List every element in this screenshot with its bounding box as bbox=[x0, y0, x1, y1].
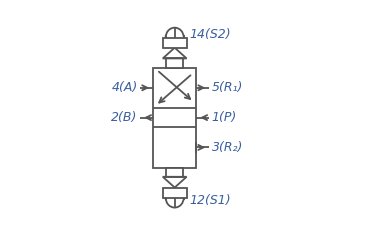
Text: 4(A): 4(A) bbox=[112, 81, 138, 94]
Bar bbox=[166, 58, 183, 67]
Bar bbox=[163, 38, 187, 48]
Text: 3(R₂): 3(R₂) bbox=[212, 141, 243, 154]
Text: 1(P): 1(P) bbox=[212, 111, 237, 124]
Text: 14(S2): 14(S2) bbox=[190, 28, 231, 41]
Bar bbox=[163, 187, 187, 198]
Text: 5(R₁): 5(R₁) bbox=[212, 81, 243, 94]
Text: 2(B): 2(B) bbox=[112, 111, 138, 124]
Bar bbox=[166, 168, 183, 177]
Bar bbox=[153, 67, 196, 168]
Text: 12(S1): 12(S1) bbox=[190, 194, 231, 207]
